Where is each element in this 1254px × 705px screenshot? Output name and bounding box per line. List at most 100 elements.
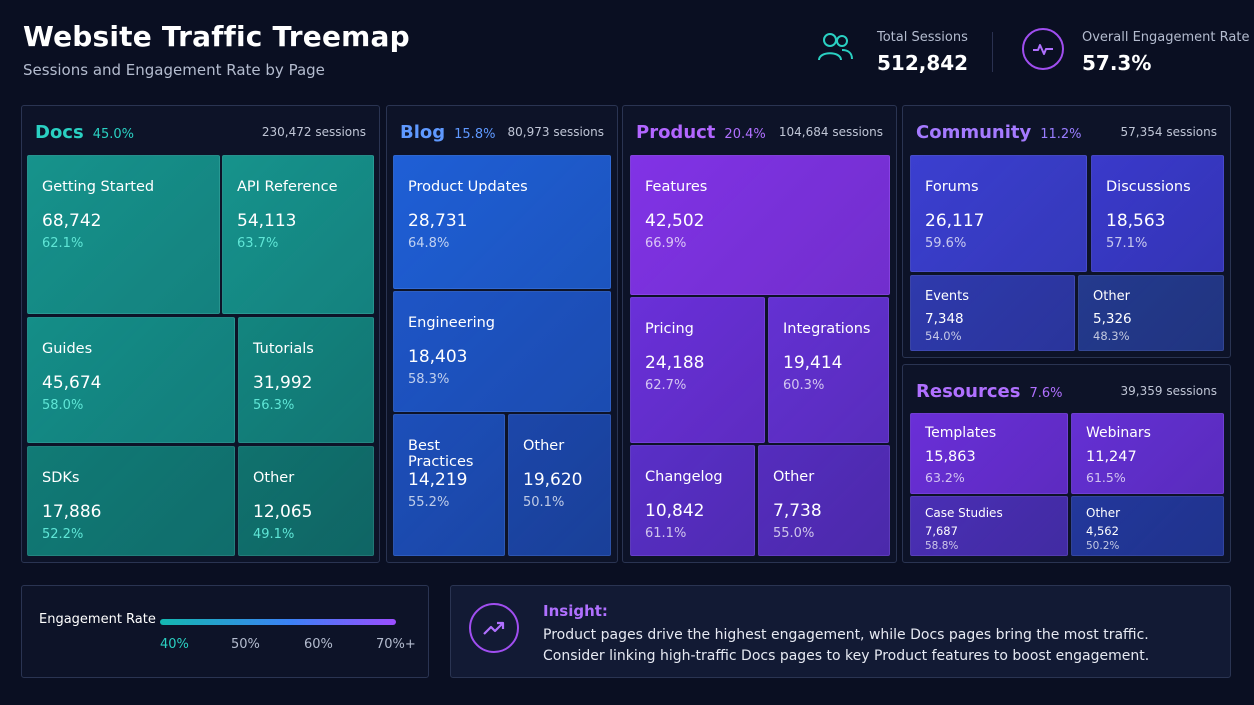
treemap-tile[interactable]: Forums 26,117 59.6%: [910, 155, 1087, 272]
trend-up-icon: [469, 603, 519, 653]
group-header: Resources 7.6%: [916, 381, 1062, 402]
legend-gradient-bar: [160, 619, 396, 625]
tile-label: Case Studies: [925, 506, 1003, 520]
tile-label: Pricing: [645, 321, 694, 337]
tile-label: Forums: [925, 179, 979, 195]
tile-label: SDKs: [42, 470, 80, 486]
tile-label: Best Practices: [408, 438, 474, 470]
tile-label: Features: [645, 179, 708, 195]
treemap-group-product: Product 20.4% 104,684 sessions Features 42,5…: [622, 105, 897, 563]
tile-sessions: 17,886: [42, 502, 102, 522]
tile-engagement-rate: 52.2%: [42, 527, 84, 542]
legend-tick: 70%+: [376, 637, 416, 652]
tile-engagement-rate: 50.1%: [523, 495, 565, 510]
insight-line-1: Product pages drive the highest engageme…: [543, 627, 1149, 643]
group-share: 20.4%: [724, 127, 766, 142]
tile-label: Engineering: [408, 315, 495, 331]
tile-label: Getting Started: [42, 179, 155, 195]
treemap-tile[interactable]: Tutorials 31,992 56.3%: [238, 317, 374, 443]
tile-label: Webinars: [1086, 425, 1151, 441]
treemap-tile[interactable]: Other 12,065 49.1%: [238, 446, 374, 556]
tile-sessions: 42,502: [645, 211, 705, 231]
tile-engagement-rate: 63.2%: [925, 470, 965, 485]
tile-label: Other: [773, 469, 815, 485]
treemap-tile[interactable]: Templates 15,863 63.2%: [910, 413, 1068, 494]
group-sessions: 104,684 sessions: [778, 125, 883, 139]
group-sessions: 80,973 sessions: [507, 125, 604, 139]
treemap-tile[interactable]: Events 7,348 54.0%: [910, 275, 1075, 351]
treemap-tile[interactable]: Other 4,562 50.2%: [1071, 496, 1224, 556]
tile-label: Integrations: [783, 321, 871, 337]
total-sessions-value: 512,842: [877, 51, 969, 75]
tile-sessions: 19,414: [783, 353, 843, 373]
tile-label: Tutorials: [253, 341, 314, 357]
treemap-tile[interactable]: Other 19,620 50.1%: [508, 414, 611, 556]
treemap-tile[interactable]: Discussions 18,563 57.1%: [1091, 155, 1224, 272]
treemap-group-blog: Blog 15.8% 80,973 sessions Product Updates 2…: [386, 105, 618, 563]
page-subtitle: Sessions and Engagement Rate by Page: [23, 61, 325, 79]
tile-engagement-rate: 60.3%: [783, 378, 825, 393]
tile-engagement-rate: 48.3%: [1093, 329, 1130, 343]
tile-sessions: 45,674: [42, 373, 102, 393]
group-name: Blog: [400, 122, 446, 143]
group-sessions: 57,354 sessions: [1120, 125, 1217, 139]
legend-tick: 60%: [304, 637, 333, 652]
tile-engagement-rate: 62.1%: [42, 236, 84, 251]
tile-sessions: 28,731: [408, 211, 468, 231]
treemap-tile[interactable]: Webinars 11,247 61.5%: [1071, 413, 1224, 494]
group-share: 15.8%: [454, 127, 496, 142]
treemap-tile[interactable]: Pricing 24,188 62.7%: [630, 297, 765, 443]
group-share: 7.6%: [1029, 386, 1063, 401]
tile-sessions: 31,992: [253, 373, 313, 393]
treemap-tile[interactable]: Changelog 10,842 61.1%: [630, 445, 755, 556]
tile-label: Other: [1093, 289, 1130, 304]
treemap-tile[interactable]: Best Practices 14,219 55.2%: [393, 414, 505, 556]
tile-engagement-rate: 62.7%: [645, 378, 687, 393]
group-header: Product 20.4%: [636, 122, 766, 143]
group-sessions: 39,359 sessions: [1120, 384, 1217, 398]
tile-engagement-rate: 56.3%: [253, 398, 295, 413]
legend-label: Engagement Rate: [39, 612, 156, 627]
total-sessions-label: Total Sessions: [877, 30, 968, 45]
treemap-tile[interactable]: Integrations 19,414 60.3%: [768, 297, 889, 443]
treemap-tile[interactable]: Guides 45,674 58.0%: [27, 317, 235, 443]
group-sessions: 230,472 sessions: [261, 125, 366, 139]
insight-title: Insight:: [543, 602, 608, 620]
tile-label: Changelog: [645, 469, 723, 485]
tile-engagement-rate: 61.5%: [1086, 470, 1126, 485]
group-header: Docs 45.0%: [35, 122, 134, 143]
treemap-tile[interactable]: Features 42,502 66.9%: [630, 155, 890, 295]
tile-engagement-rate: 49.1%: [253, 527, 295, 542]
treemap-tile[interactable]: Getting Started 68,742 62.1%: [27, 155, 220, 314]
tile-label: Guides: [42, 341, 93, 357]
treemap-tile[interactable]: Case Studies 7,687 58.8%: [910, 496, 1068, 556]
tile-label: Templates: [925, 425, 997, 441]
tile-sessions: 26,117: [925, 211, 985, 231]
tile-engagement-rate: 55.2%: [408, 495, 450, 510]
treemap-tile[interactable]: Product Updates 28,731 64.8%: [393, 155, 611, 289]
tile-sessions: 7,738: [773, 501, 822, 521]
tile-label: Other: [1086, 506, 1121, 520]
tile-engagement-rate: 58.0%: [42, 398, 84, 413]
group-header: Blog 15.8%: [400, 122, 495, 143]
treemap-tile[interactable]: API Reference 54,113 63.7%: [222, 155, 374, 314]
treemap-tile[interactable]: Engineering 18,403 58.3%: [393, 291, 611, 412]
treemap-group-resources: Resources 7.6% 39,359 sessions Templates 15,…: [902, 364, 1231, 563]
group-share: 45.0%: [92, 127, 135, 142]
tile-engagement-rate: 61.1%: [645, 526, 687, 541]
tile-engagement-rate: 58.8%: [925, 540, 959, 552]
group-name: Product: [636, 122, 716, 143]
engagement-label: Overall Engagement Rate: [1082, 30, 1250, 45]
tile-sessions: 24,188: [645, 353, 705, 373]
group-name: Community: [916, 122, 1032, 143]
tile-sessions: 12,065: [253, 502, 313, 522]
tile-engagement-rate: 54.0%: [925, 329, 962, 343]
treemap-group-docs: Docs 45.0% 230,472 sessions Getting Started…: [21, 105, 380, 563]
tile-engagement-rate: 55.0%: [773, 526, 815, 541]
treemap-tile[interactable]: Other 5,326 48.3%: [1078, 275, 1224, 351]
kpi-divider: [992, 32, 993, 72]
group-header: Community 11.2%: [916, 122, 1082, 143]
treemap-group-community: Community 11.2% 57,354 sessions Forums 26,11…: [902, 105, 1231, 358]
treemap-tile[interactable]: SDKs 17,886 52.2%: [27, 446, 235, 556]
treemap-tile[interactable]: Other 7,738 55.0%: [758, 445, 890, 556]
